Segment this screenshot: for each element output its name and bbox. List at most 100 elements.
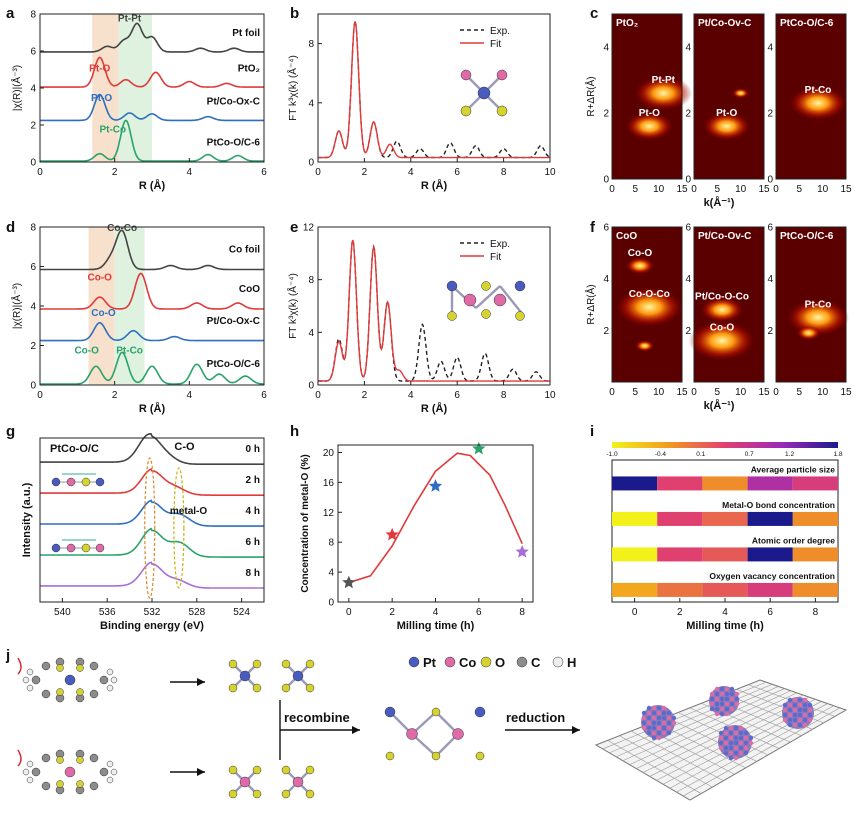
c-atom: [41, 781, 51, 791]
heatmap-cell: [612, 547, 658, 562]
series-line: [318, 239, 550, 382]
x-ticklabel: 6: [476, 607, 482, 618]
nanoparticle-atom: [743, 735, 749, 741]
wavelet-label: Pt-Pt: [652, 75, 676, 86]
pt-atom: [51, 543, 61, 553]
legend-swatch: [552, 656, 564, 668]
y-ticklabel: 0: [328, 598, 334, 609]
heatmap-cell: [612, 582, 658, 597]
nanoparticle-atom: [723, 725, 729, 731]
heatmap-blob: [635, 340, 655, 352]
x-ticklabel: 4: [187, 167, 193, 178]
nanoparticle-atom: [724, 686, 730, 692]
o-atom: [252, 659, 262, 669]
fit-curve: [348, 452, 523, 584]
series-label: Pt/Co-Ox-C: [207, 97, 260, 108]
series-line: [40, 229, 264, 271]
nanoparticle-atom: [728, 735, 734, 741]
o-atom: [76, 688, 84, 696]
heatmap-cell: [702, 582, 748, 597]
pt-atom: [514, 280, 526, 292]
nanoparticle-atom: [719, 691, 725, 697]
x-axis-label: R (Å): [421, 179, 448, 192]
heatmap-background: [694, 14, 764, 179]
nanoparticle-atom: [728, 740, 734, 746]
series-line: [40, 22, 264, 53]
x-ticklabel: 0: [315, 390, 321, 401]
o-atom: [515, 311, 525, 321]
heatmap-cell: [657, 582, 703, 597]
nanoparticle-atom: [802, 702, 808, 708]
nanoparticle-atom: [787, 697, 793, 703]
x-axis-label: Binding energy (eV): [100, 620, 204, 632]
x-ticklabel: 4: [408, 390, 414, 401]
nanoparticle-atom: [807, 702, 813, 708]
heatmap-cell: [792, 547, 838, 562]
nanoparticle-atom: [797, 702, 803, 708]
x-ticklabel: 2: [362, 167, 368, 178]
series-label: Pt/Co-Ox-C: [207, 316, 260, 327]
x-ticklabel: 6: [454, 167, 460, 178]
series-line: [40, 56, 264, 88]
legend-label: Co: [459, 655, 476, 670]
y-ticklabel: 4: [685, 274, 691, 285]
x-ticklabel: 10: [544, 390, 556, 401]
x-ticklabel: 5: [797, 387, 803, 398]
pt-atom: [292, 670, 304, 682]
peak-annotation: Co-O: [88, 272, 113, 283]
o-atom: [305, 765, 315, 775]
y-ticklabel: 4: [767, 43, 773, 54]
nanoparticle-atom: [719, 701, 725, 707]
o-atom: [305, 659, 315, 669]
heatmap-cell: [792, 476, 838, 491]
nanoparticle-atom: [738, 740, 744, 746]
shaded-region: [88, 227, 115, 385]
x-ticklabel: 2: [677, 607, 683, 618]
y-ticklabel: 6: [685, 223, 691, 234]
nanoparticle-atom: [748, 740, 754, 746]
heatmap-cell: [702, 511, 748, 526]
nanoparticle-atom: [666, 715, 672, 721]
o-atom: [475, 751, 485, 761]
x-ticklabel: 10: [817, 184, 829, 195]
x-ticklabel: 6: [454, 390, 460, 401]
series-line: [40, 527, 264, 558]
heatmap-blob: [732, 88, 750, 99]
nanoparticle-atom: [656, 730, 662, 736]
colorbar-ticklabel: 0.7: [745, 451, 754, 458]
x-ticklabel: 10: [735, 387, 747, 398]
y-axis-label: |χ(R)|(Å⁻³): [10, 65, 23, 111]
nanoparticle-atom: [797, 722, 803, 728]
row-label: Atomic order degree: [752, 535, 835, 545]
panel-letter-h: h: [290, 423, 299, 440]
nanoparticle-atom: [709, 691, 715, 697]
nanoparticle-atom: [733, 725, 739, 731]
nanoparticle-atom: [651, 730, 657, 736]
nanoparticle-atom: [709, 701, 715, 707]
o-atom: [252, 789, 262, 799]
x-ticklabel: 4: [722, 607, 728, 618]
x-ticklabel: 10: [653, 387, 665, 398]
nanoparticle-atom: [646, 715, 652, 721]
step-label-reduction: reduction: [506, 710, 565, 725]
y-ticklabel: 4: [603, 274, 609, 285]
nanoparticle-atom: [734, 701, 740, 707]
axes-frame: [693, 226, 765, 383]
y-ticklabel: 4: [603, 43, 609, 54]
data-point-star: [342, 575, 356, 589]
y-ticklabel: 8: [30, 10, 36, 21]
c-atom: [89, 689, 99, 699]
x-axis-label: k(Å⁻¹): [704, 196, 735, 209]
x-ticklabel: 0: [609, 184, 615, 195]
nanoparticle-atom: [651, 710, 657, 716]
arrow-head: [197, 768, 205, 776]
legend-label: Pt: [423, 655, 437, 670]
nanoparticle-atom: [743, 750, 749, 756]
o-atom: [81, 477, 91, 487]
nanoparticle-atom: [646, 730, 652, 736]
y-ticklabel: 4: [685, 43, 691, 54]
axes-frame: [337, 444, 534, 603]
y-axis-label: Concentration of metal-O (%): [300, 454, 311, 592]
wavelet-label: Pt-Co: [805, 299, 832, 310]
